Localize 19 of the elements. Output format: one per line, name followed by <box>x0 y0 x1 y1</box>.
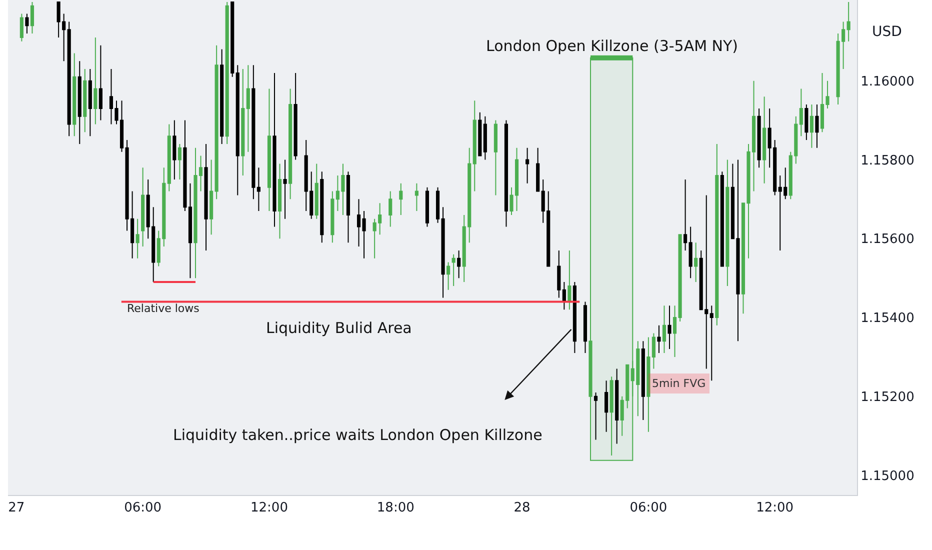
annotation: 5min FVG <box>652 377 706 390</box>
y-tick-label: 1.15600 <box>860 232 914 248</box>
x-tick-label: 18:00 <box>376 500 414 516</box>
y-tick-label: 1.15400 <box>860 311 914 326</box>
annotation: Liquidity Bulid Area <box>266 319 412 337</box>
y-tick-label: 1.15800 <box>860 153 914 168</box>
x-tick-label: 06:00 <box>124 500 162 516</box>
x-tick-label: 12:00 <box>250 500 288 516</box>
y-tick-label: 1.16000 <box>860 74 914 90</box>
annotation: Liquidity taken..price waits London Open Killzone <box>173 426 542 444</box>
x-tick-label: 28 <box>514 500 530 516</box>
x-tick-label: 27 <box>8 500 25 516</box>
x-tick-label: 12:00 <box>756 500 794 516</box>
y-tick-label: 1.15000 <box>860 468 914 484</box>
y-axis-title: USD <box>872 24 902 40</box>
y-tick-label: 1.15200 <box>860 390 914 405</box>
x-tick-label: 06:00 <box>630 500 668 516</box>
band-label: London Open Killzone (3-5AM NY) <box>486 37 738 55</box>
annotation: Relative lows <box>127 302 200 315</box>
